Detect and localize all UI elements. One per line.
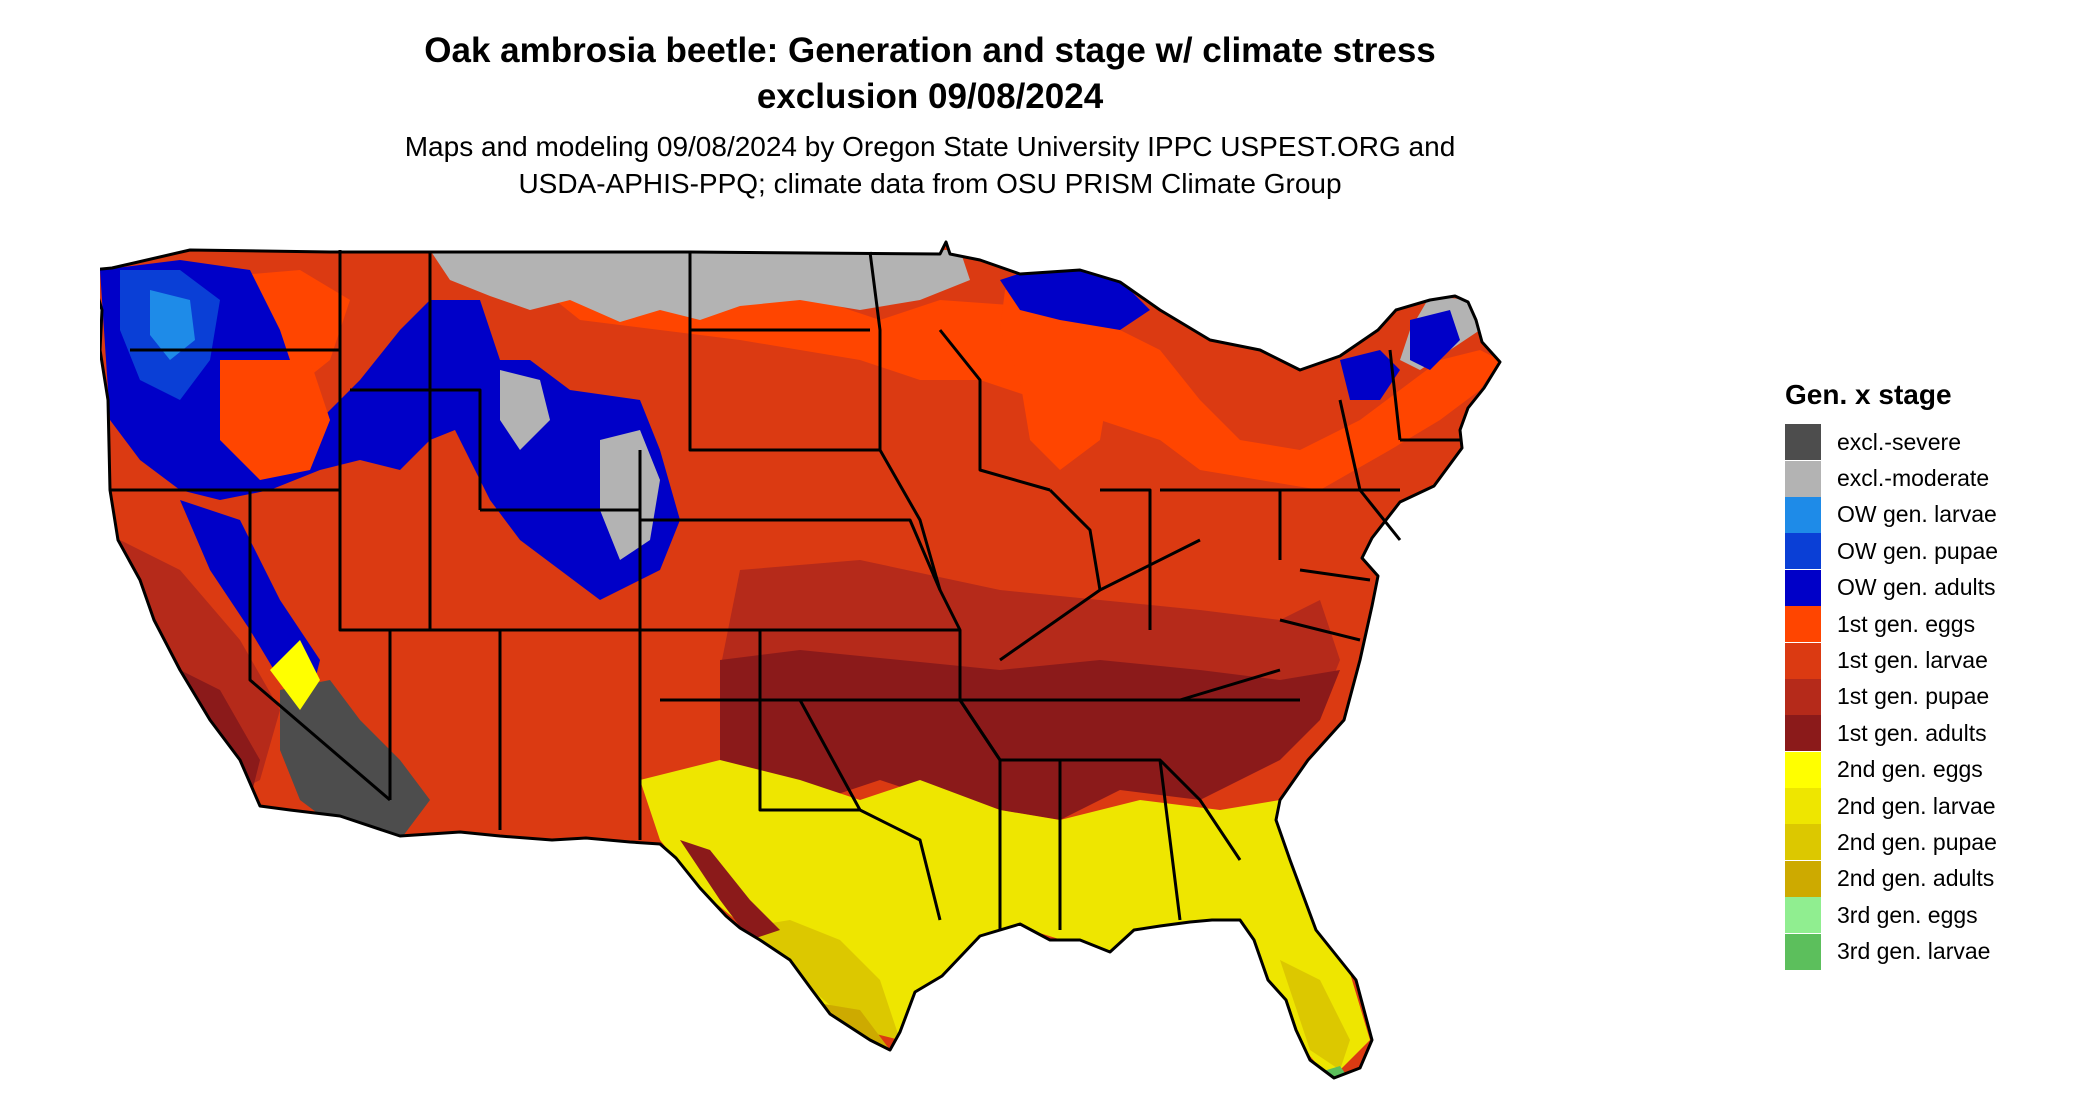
region-1st-gen-eggs-great-lakes: [1000, 290, 1110, 470]
legend-swatch: [1785, 460, 1821, 497]
legend-swatch: [1785, 860, 1821, 897]
state-boundaries: [100, 240, 1502, 1080]
region-3rd-gen-larvae-keys: [1320, 1066, 1350, 1078]
legend-label: 2nd gen. pupae: [1837, 828, 1997, 855]
legend-label: 2nd gen. eggs: [1837, 756, 1983, 783]
legend-swatch: [1785, 824, 1821, 861]
legend-label: OW gen. adults: [1837, 574, 1996, 601]
legend-item: 2nd gen. pupae: [1785, 824, 2075, 861]
legend-swatch: [1785, 678, 1821, 715]
map-subtitle-line-2: USDA-APHIS-PPQ; climate data from OSU PR…: [518, 168, 1342, 199]
legend-label: 2nd gen. adults: [1837, 865, 1995, 892]
state-lines-plains: [638, 252, 960, 812]
region-1st-gen-eggs: [530, 280, 1500, 490]
legend-item: 1st gen. pupae: [1785, 678, 2075, 715]
legend-label: 1st gen. adults: [1837, 719, 1987, 746]
legend-swatch: [1785, 715, 1821, 752]
legend: Gen. x stage excl.-severe excl.-moderate O…: [1785, 378, 2075, 970]
legend-swatch: [1785, 751, 1821, 788]
legend-item: 2nd gen. adults: [1785, 860, 2075, 897]
us-outline: [100, 240, 1502, 1080]
legend-item: 1st gen. eggs: [1785, 606, 2075, 643]
region-1st-gen-adults-rio-grande: [680, 840, 780, 940]
legend-label: 3rd gen. larvae: [1837, 938, 1991, 965]
region-1st-gen-eggs-idaho: [220, 360, 330, 480]
legend-label: 2nd gen. larvae: [1837, 792, 1996, 819]
legend-item: OW gen. pupae: [1785, 533, 2075, 570]
legend-label: excl.-moderate: [1837, 465, 1990, 492]
legend-item: excl.-moderate: [1785, 460, 2075, 497]
map-title: Oak ambrosia beetle: Generation and stag…: [0, 28, 1860, 120]
legend-label: 1st gen. eggs: [1837, 610, 1976, 637]
legend-title: Gen. x stage: [1785, 379, 1952, 410]
legend-swatch: [1785, 533, 1821, 570]
legend-label: excl.-severe: [1837, 428, 1961, 455]
map-subtitle: Maps and modeling 09/08/2024 by Oregon S…: [0, 128, 1860, 202]
legend-label: OW gen. larvae: [1837, 501, 1997, 528]
legend-item: OW gen. adults: [1785, 569, 2075, 606]
legend-item: 2nd gen. larvae: [1785, 788, 2075, 825]
legend-label: 1st gen. larvae: [1837, 647, 1988, 674]
legend-swatch: [1785, 569, 1821, 606]
region-excl-moderate-colorado: [600, 430, 660, 560]
region-excl-moderate-rockies: [500, 370, 550, 450]
region-excl-moderate-north: [430, 250, 970, 322]
region-2nd-gen-pupae-florida: [1280, 960, 1350, 1070]
region-ow-adults-new-york: [1340, 350, 1400, 400]
region-2nd-gen-eggs-southwest: [270, 640, 320, 710]
legend-label: 3rd gen. eggs: [1837, 901, 1978, 928]
legend-item: excl.-severe: [1785, 424, 2075, 461]
legend-swatch: [1785, 897, 1821, 934]
legend-label: OW gen. pupae: [1837, 537, 1999, 564]
legend-item: 1st gen. larvae: [1785, 642, 2075, 679]
legend-label: 1st gen. pupae: [1837, 683, 1990, 710]
map-title-line-2: exclusion 09/08/2024: [756, 77, 1104, 116]
state-lines-south: [798, 698, 1300, 930]
legend-swatch: [1785, 788, 1821, 825]
legend-swatch: [1785, 606, 1821, 643]
region-excl-severe-southwest: [280, 680, 430, 840]
us-phenology-map: [100, 240, 1502, 1080]
legend-item: OW gen. larvae: [1785, 496, 2075, 533]
legend-swatch: [1785, 424, 1821, 461]
region-1st-gen-adults: [720, 650, 1340, 820]
region-ow-larvae-west: [150, 290, 195, 360]
map-subtitle-line-1: Maps and modeling 09/08/2024 by Oregon S…: [404, 131, 1456, 162]
map-title-line-1: Oak ambrosia beetle: Generation and stag…: [424, 31, 1436, 70]
legend-swatch: [1785, 642, 1821, 679]
legend-item: 3rd gen. larvae: [1785, 933, 2075, 970]
legend-items: excl.-severe excl.-moderate OW gen. larvae…: [1785, 424, 2075, 970]
legend-item: 3rd gen. eggs: [1785, 897, 2075, 934]
legend-swatch: [1785, 933, 1821, 970]
region-2nd-gen-larvae: [640, 760, 1370, 1078]
region-ow-adults-new-england: [1410, 310, 1460, 370]
legend-swatch: [1785, 496, 1821, 533]
legend-item: 1st gen. adults: [1785, 715, 2075, 752]
legend-item: 2nd gen. eggs: [1785, 751, 2075, 788]
state-lines-east: [1279, 349, 1460, 642]
phenology-regions: [100, 242, 1500, 1078]
